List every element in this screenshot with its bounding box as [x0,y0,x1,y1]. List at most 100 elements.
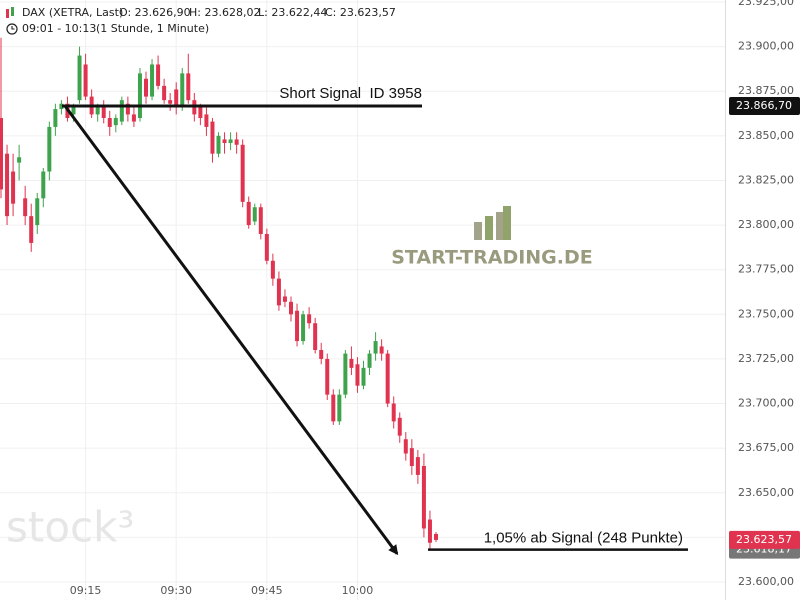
candle-body [258,207,263,234]
y-tick-label: 23.850,00 [738,129,794,142]
y-tick-label: 23.825,00 [738,173,794,186]
candle-body [349,358,354,368]
candle-body [434,533,438,540]
candle-body [156,64,161,86]
watermark: START-TRADING.DE [391,247,593,269]
candle-body [210,121,215,154]
signal-label: Short Signal ID 3958 [279,85,422,102]
y-tick-label: 23.675,00 [738,441,794,454]
watermark: stock³ [6,503,134,552]
candle-body [168,100,173,104]
candle-body [282,296,287,302]
candle-body [198,107,203,118]
candle-body [264,234,269,261]
candle-body [41,171,46,199]
candle-body [409,448,414,466]
candle-body [319,350,324,359]
candle-body [367,353,372,368]
candle-body [222,139,227,143]
candle-body [150,64,155,97]
candle-body [107,118,112,127]
candle-body [331,394,336,422]
candle-body [216,135,221,154]
candle-body [29,216,34,243]
symbol: DAX (XETRA, Last) [22,6,123,19]
candle-body [83,64,88,97]
y-tick-label: 23.650,00 [738,486,794,499]
signal-arrow [63,105,399,556]
candle-body [35,198,40,226]
candle-body [270,260,275,279]
candle-body [355,364,360,386]
candle-body [113,118,118,126]
candle-body [23,198,28,217]
candle-body [47,126,52,172]
candle-body [361,367,366,386]
candle-body [421,466,426,529]
ohlc: L: 23.622,44 [258,6,327,19]
candle-body [240,144,245,202]
candle-body [137,73,142,118]
y-tick-label: 23.800,00 [738,218,794,231]
candle-body [119,100,124,122]
y-tick-label: 23.700,00 [738,397,794,410]
ohlc: O: 23.626,90 [119,6,191,19]
candle-body [252,207,257,222]
candle-body [391,403,396,422]
x-tick-label: 09:30 [160,584,192,597]
ohlc: C: 23.623,57 [325,6,396,19]
x-tick-label: 09:45 [251,584,283,597]
candle-body [313,323,318,350]
candle-body [5,153,10,217]
candle-body [131,114,136,122]
candle-body [301,314,306,342]
price-label: 23.866,70 [736,99,792,112]
y-tick-label: 23.775,00 [738,263,794,276]
candle-body [325,358,330,395]
candle-body [53,109,58,127]
plot: Short Signal ID 3958 1,05% ab Signal (248… [0,37,688,556]
candle-body [186,73,191,101]
candle-body [71,107,76,115]
candle-body [397,417,402,436]
y-tick-label: 23.600,00 [738,575,794,588]
candle-body [174,89,179,108]
price-box [729,97,800,116]
y-tick-label: 23.900,00 [738,40,794,53]
candle-body [17,157,22,163]
candle-body [95,107,100,115]
axis: 23.600,0023.625,0023.650,0023.675,0023.7… [70,0,800,597]
target-label: 1,05% ab Signal (248 Punkte) [484,530,683,547]
candle-body [101,107,106,118]
candle-body [307,314,312,324]
candle-body [385,353,390,404]
interval: (1 Stunde, 1 Minute) [96,22,209,35]
candle-body [0,118,3,190]
y-tick-label: 23.925,00 [738,0,794,8]
candle-body [144,78,148,97]
candle-body [289,301,293,315]
candle-body [180,73,185,108]
time-range: 09:01 - 10:13 [22,22,96,35]
candle-body [403,439,408,454]
candle-body [337,394,342,422]
header: DAX (XETRA, Last) O: 23.626,90 H: 23.628… [6,6,396,35]
ohlc: H: 23.628,02 [189,6,260,19]
candle-body [162,85,167,101]
watermark-logo: START-TRADING.DE stock³ [6,206,593,552]
candle-body [379,346,384,354]
x-tick-label: 09:15 [70,584,102,597]
grid [0,0,725,600]
candle-body [373,341,378,354]
candle-body [77,55,82,101]
candle-body [295,310,300,342]
x-tick-label: 10:00 [342,584,374,597]
candle-body [246,201,251,226]
price-box [729,530,800,549]
candle-body [343,353,348,395]
y-tick-label: 23.725,00 [738,352,794,365]
candle-body [228,139,233,143]
price-label: 23.623,57 [736,533,792,546]
candle-body [125,103,130,115]
